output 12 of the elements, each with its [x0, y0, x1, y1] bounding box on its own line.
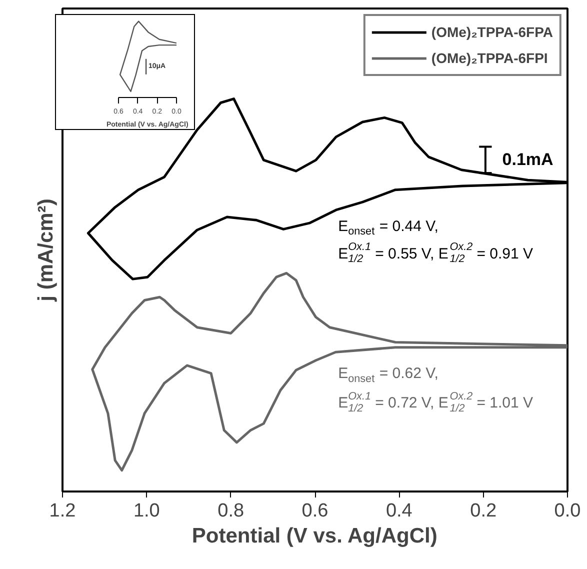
x-tick-label: 0.2 [470, 500, 497, 522]
x-tick-label: 1.2 [49, 500, 76, 522]
x-tick-label: 0.8 [218, 500, 244, 522]
annotation: 0.1mA [502, 150, 554, 170]
legend-label: (OMe)₂TPPA-6FPI [431, 50, 548, 66]
x-tick-label: 1.0 [133, 500, 160, 522]
x-axis-title: Potential (V vs. Ag/AgCl) [192, 524, 438, 548]
x-tick-label: 0.4 [386, 500, 413, 522]
x-tick-label: 0.0 [554, 500, 581, 522]
y-axis-title: j (mA/cm²) [34, 198, 58, 302]
legend-label: (OMe)₂TPPA-6FPA [431, 24, 553, 40]
x-tick-label: 0.6 [302, 500, 328, 522]
